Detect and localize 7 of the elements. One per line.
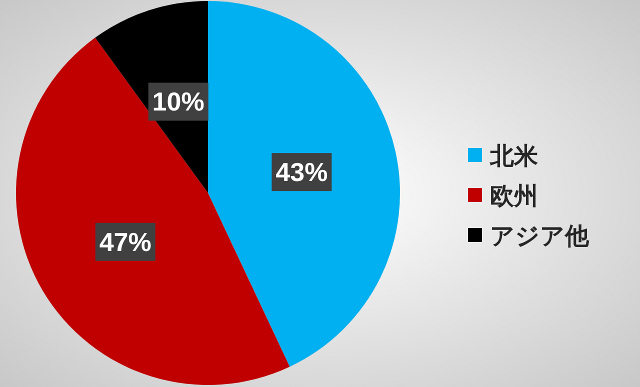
- pie-slice: [208, 1, 400, 367]
- data-label: 43%: [276, 157, 328, 188]
- legend-label: アジア他: [490, 223, 590, 250]
- legend-label: 北米: [489, 143, 539, 170]
- data-label: 10%: [152, 86, 204, 117]
- legend-label: 欧州: [490, 183, 538, 210]
- data-label: 47%: [99, 226, 152, 257]
